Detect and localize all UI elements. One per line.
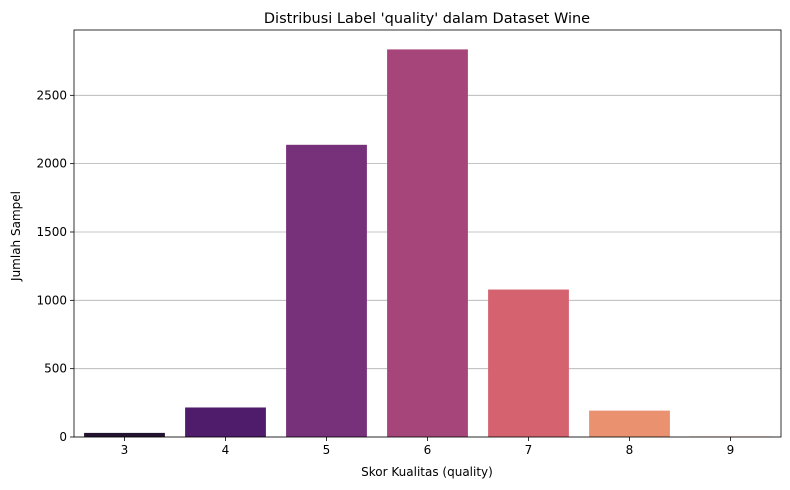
bars-layer [84,49,771,438]
y-tick-label: 2000 [36,157,67,171]
bar-5 [286,144,367,437]
x-tick-label: 3 [121,443,129,457]
x-tick-label: 7 [525,443,533,457]
x-tick-label: 5 [323,443,331,457]
chart-title: Distribusi Label 'quality' dalam Dataset… [264,11,590,27]
bar-3 [84,432,165,437]
bar-4 [185,407,266,437]
y-tick-label: 500 [44,362,67,376]
x-tick-label: 8 [626,443,634,457]
y-tick-label: 1500 [36,225,67,239]
axes-layer: 0 500 1000 1500 2000 2500 3 4 5 6 7 8 9 [36,29,782,457]
y-tick-label: 0 [59,430,67,444]
x-tick-label: 6 [424,443,432,457]
bar-6 [387,49,468,438]
x-tick-label: 9 [727,443,735,457]
x-axis-label: Skor Kualitas (quality) [361,465,493,479]
y-axis-label: Jumlah Sampel [9,191,23,282]
bar-7 [488,289,569,437]
plot-frame [73,29,782,438]
bar-8 [589,410,670,437]
y-tick-label: 1000 [36,293,67,307]
y-tick-label: 2500 [36,88,67,102]
x-tick-label: 4 [222,443,230,457]
